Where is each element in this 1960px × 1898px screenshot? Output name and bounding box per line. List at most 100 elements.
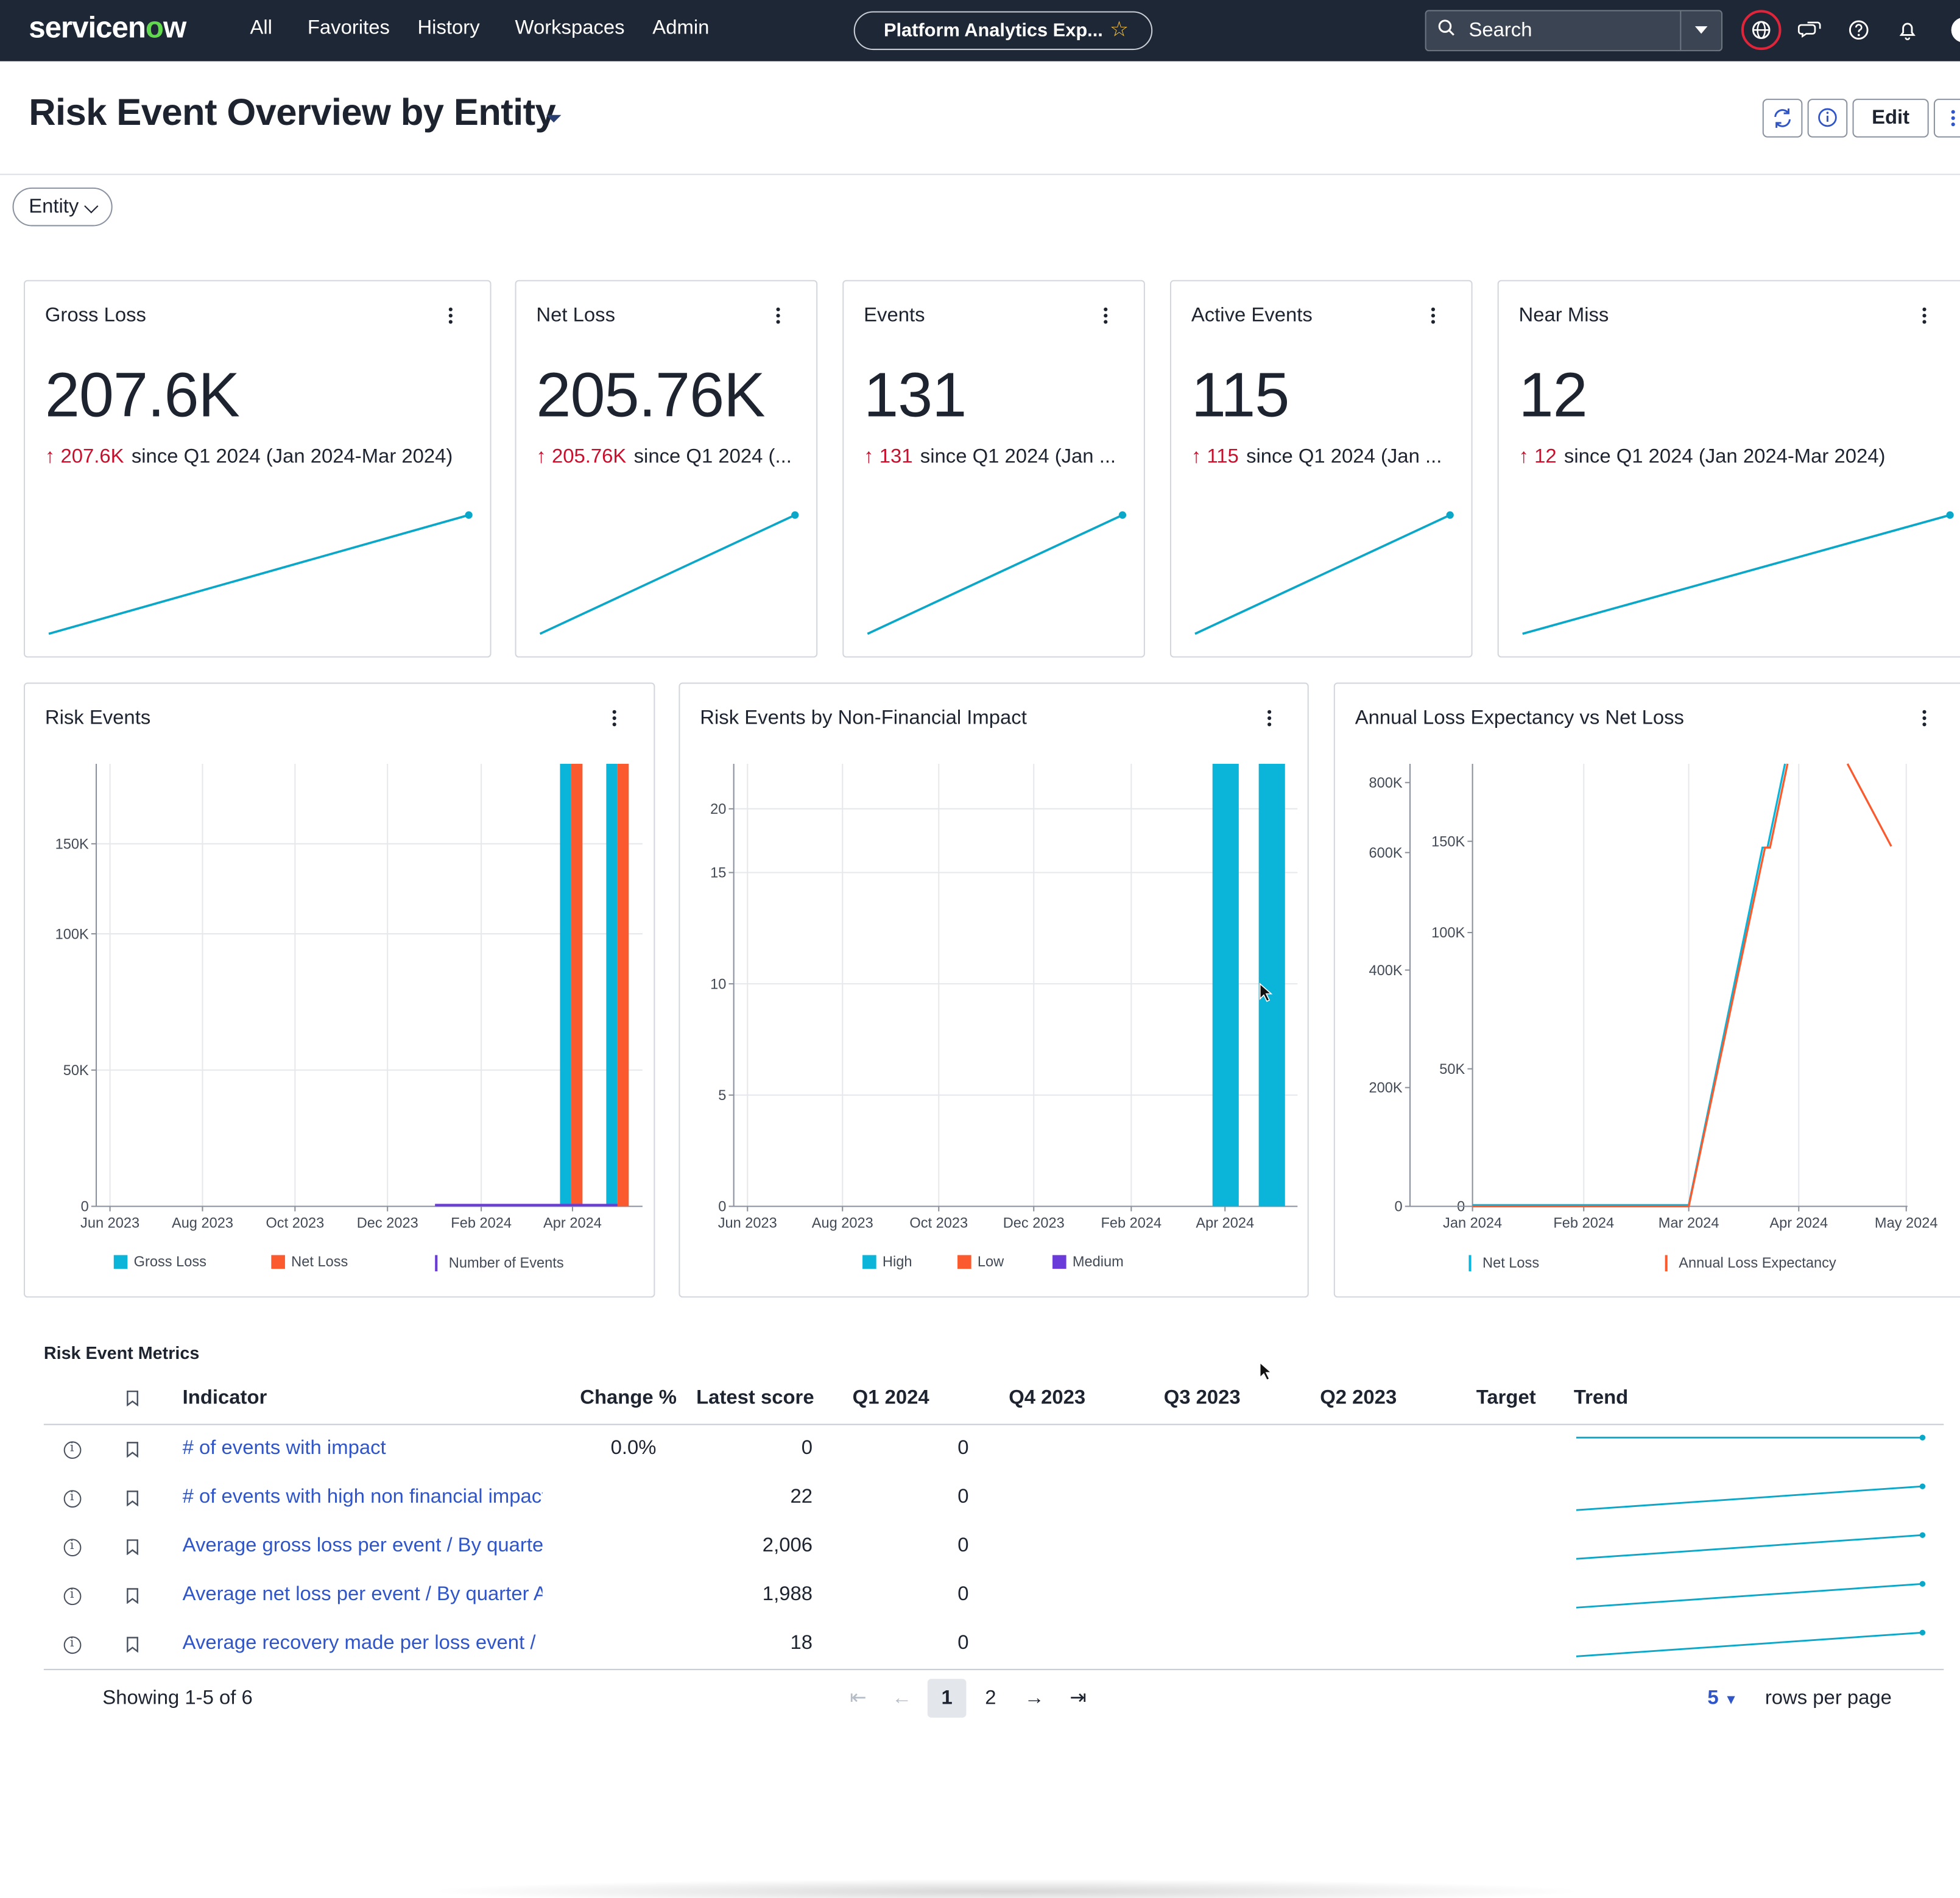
global-search[interactable]: Search	[1425, 10, 1723, 52]
indicator-link[interactable]: Average net loss per event / By quarter …	[182, 1584, 543, 1606]
kpi-delta-period: since Q1 2024 (Jan 2024-Mar 2024)	[1563, 446, 1886, 468]
nav-history[interactable]: History	[417, 17, 480, 39]
legend-item[interactable]: Number of Events	[435, 1255, 564, 1272]
more-vertical-icon[interactable]	[1267, 710, 1272, 728]
kpi-delta-value: 12	[1534, 446, 1557, 468]
more-vertical-icon[interactable]	[1104, 307, 1109, 325]
workspace-pill[interactable]: Platform Analytics Exp... ☆	[853, 11, 1153, 51]
legend-item[interactable]: Medium	[1052, 1255, 1124, 1270]
column-header-q3-2023[interactable]: Q3 2023	[1163, 1388, 1241, 1409]
page-button-2[interactable]: 2	[985, 1687, 996, 1709]
legend-item[interactable]: Annual Loss Expectancy	[1665, 1255, 1836, 1272]
bookmark-icon[interactable]	[126, 1636, 139, 1653]
q1-2024-cell: 0	[957, 1535, 969, 1557]
globe-icon[interactable]	[1746, 15, 1776, 45]
nav-favorites[interactable]: Favorites	[307, 17, 390, 39]
search-input[interactable]: Search	[1468, 19, 1532, 41]
arrow-up-icon: ↑	[536, 446, 552, 468]
legend-label: Number of Events	[448, 1256, 564, 1272]
column-header-q2-2023[interactable]: Q2 2023	[1320, 1388, 1397, 1409]
info-icon[interactable]	[63, 1539, 82, 1557]
more-options-button[interactable]	[1933, 99, 1960, 138]
bookmark-icon[interactable]	[126, 1587, 139, 1604]
kpi-delta-value: 205.76K	[551, 446, 627, 468]
language-selector[interactable]	[1741, 10, 1782, 51]
user-avatar[interactable]	[1951, 17, 1960, 43]
indicator-link[interactable]: Average recovery made per loss event / B…	[182, 1632, 543, 1654]
info-icon[interactable]	[63, 1490, 82, 1508]
kpi-sparkline	[48, 511, 473, 635]
bookmark-icon[interactable]	[126, 1539, 139, 1556]
indicator-link[interactable]: # of events with impact	[182, 1438, 386, 1459]
indicator-link[interactable]: # of events with high non financial impa…	[182, 1486, 543, 1508]
last-page-icon[interactable]: ⇥	[1070, 1687, 1087, 1709]
info-icon[interactable]	[63, 1441, 82, 1459]
chat-icon[interactable]	[1795, 15, 1825, 45]
sparkline-endpoint	[791, 511, 799, 519]
bookmark-icon[interactable]	[126, 1441, 139, 1458]
x-tick-label: Oct 2023	[909, 1215, 968, 1231]
more-vertical-icon[interactable]	[776, 307, 781, 325]
bookmark-header-icon[interactable]	[126, 1390, 139, 1406]
column-header-target[interactable]: Target	[1476, 1388, 1536, 1409]
first-page-icon[interactable]: ⇤	[850, 1687, 867, 1709]
kpi-value: 131	[864, 360, 967, 430]
more-vertical-icon[interactable]	[612, 710, 618, 728]
more-vertical-icon[interactable]	[1431, 307, 1436, 325]
column-header-q1-2024[interactable]: Q1 2024	[852, 1388, 929, 1409]
sparkline-line	[1522, 513, 1951, 635]
kpi-card[interactable]: Events 131 ↑ 131 since Q1 2024 (Jan ...	[842, 280, 1145, 658]
trend-line	[1576, 1582, 1923, 1609]
card-title: Annual Loss Expectancy vs Net Loss	[1355, 707, 1684, 729]
kpi-sparkline	[1194, 511, 1454, 635]
legend-item[interactable]: Net Loss	[271, 1255, 348, 1270]
kpi-sparkline	[1522, 511, 1954, 635]
more-vertical-icon[interactable]	[1922, 307, 1927, 325]
indicator-link[interactable]: Average gross loss per event / By quarte…	[182, 1535, 543, 1557]
next-page-icon[interactable]: →	[1024, 1687, 1045, 1709]
rows-per-page-select[interactable]: 5 ▼	[1707, 1688, 1738, 1710]
column-header-trend[interactable]: Trend	[1573, 1388, 1629, 1409]
kpi-card[interactable]: Gross Loss 207.6K ↑ 207.6K since Q1 2024 (J…	[23, 280, 492, 658]
y-left-tick-label: 0	[1395, 1199, 1403, 1215]
nav-admin[interactable]: Admin	[652, 17, 710, 39]
sparkline-endpoint	[1118, 511, 1127, 519]
help-icon[interactable]	[1844, 15, 1874, 45]
kpi-card[interactable]: Net Loss 205.76K ↑ 205.76K since Q1 2024 (.…	[515, 280, 818, 658]
legend-item[interactable]: Low	[957, 1255, 1004, 1270]
star-icon[interactable]: ☆	[1109, 17, 1129, 41]
bookmark-icon[interactable]	[126, 1490, 139, 1507]
nav-all[interactable]: All	[250, 17, 272, 39]
servicenow-logo[interactable]: servicenow	[29, 11, 186, 46]
arrow-up-icon: ↑	[44, 446, 61, 468]
column-header-change[interactable]: Change %	[580, 1388, 677, 1409]
kpi-card[interactable]: Near Miss 12 ↑ 12 since Q1 2024 (Jan 2024-M…	[1497, 280, 1960, 658]
more-vertical-icon[interactable]	[448, 307, 454, 325]
logo-text-o: o	[145, 11, 164, 45]
refresh-button[interactable]	[1762, 99, 1803, 138]
chevron-down-icon[interactable]	[546, 115, 562, 123]
kpi-card[interactable]: Active Events 115 ↑ 115 since Q1 2024 (Jan …	[1169, 280, 1473, 658]
previous-page-icon[interactable]: ←	[892, 1687, 912, 1709]
page-button-1[interactable]: 1	[927, 1679, 967, 1718]
edit-button[interactable]: Edit	[1852, 99, 1929, 138]
info-icon[interactable]	[63, 1587, 82, 1606]
search-scope-dropdown[interactable]	[1680, 11, 1721, 51]
info-button[interactable]	[1807, 99, 1848, 138]
nav-workspaces[interactable]: Workspaces	[515, 17, 625, 39]
legend-item[interactable]: Net Loss	[1468, 1255, 1539, 1272]
entity-filter[interactable]: Entity	[12, 187, 113, 227]
trend-endpoint	[1919, 1434, 1926, 1441]
notification-bell-icon[interactable]	[1892, 15, 1922, 45]
column-header-indicator[interactable]: Indicator	[182, 1388, 267, 1409]
y-right-tick-label: 150K	[1431, 834, 1465, 850]
kpi-delta: ↑ 207.6K since Q1 2024 (Jan 2024-Mar 2024…	[45, 446, 475, 469]
info-icon[interactable]	[63, 1636, 82, 1654]
legend-swatch	[1468, 1255, 1472, 1272]
column-header-latest-score[interactable]: Latest score	[696, 1388, 814, 1409]
y-tick-label: 100K	[55, 926, 89, 942]
column-header-q4-2023[interactable]: Q4 2023	[1009, 1388, 1086, 1409]
more-vertical-icon[interactable]	[1922, 710, 1927, 728]
legend-item[interactable]: High	[862, 1255, 912, 1270]
legend-item[interactable]: Gross Loss	[113, 1255, 206, 1270]
